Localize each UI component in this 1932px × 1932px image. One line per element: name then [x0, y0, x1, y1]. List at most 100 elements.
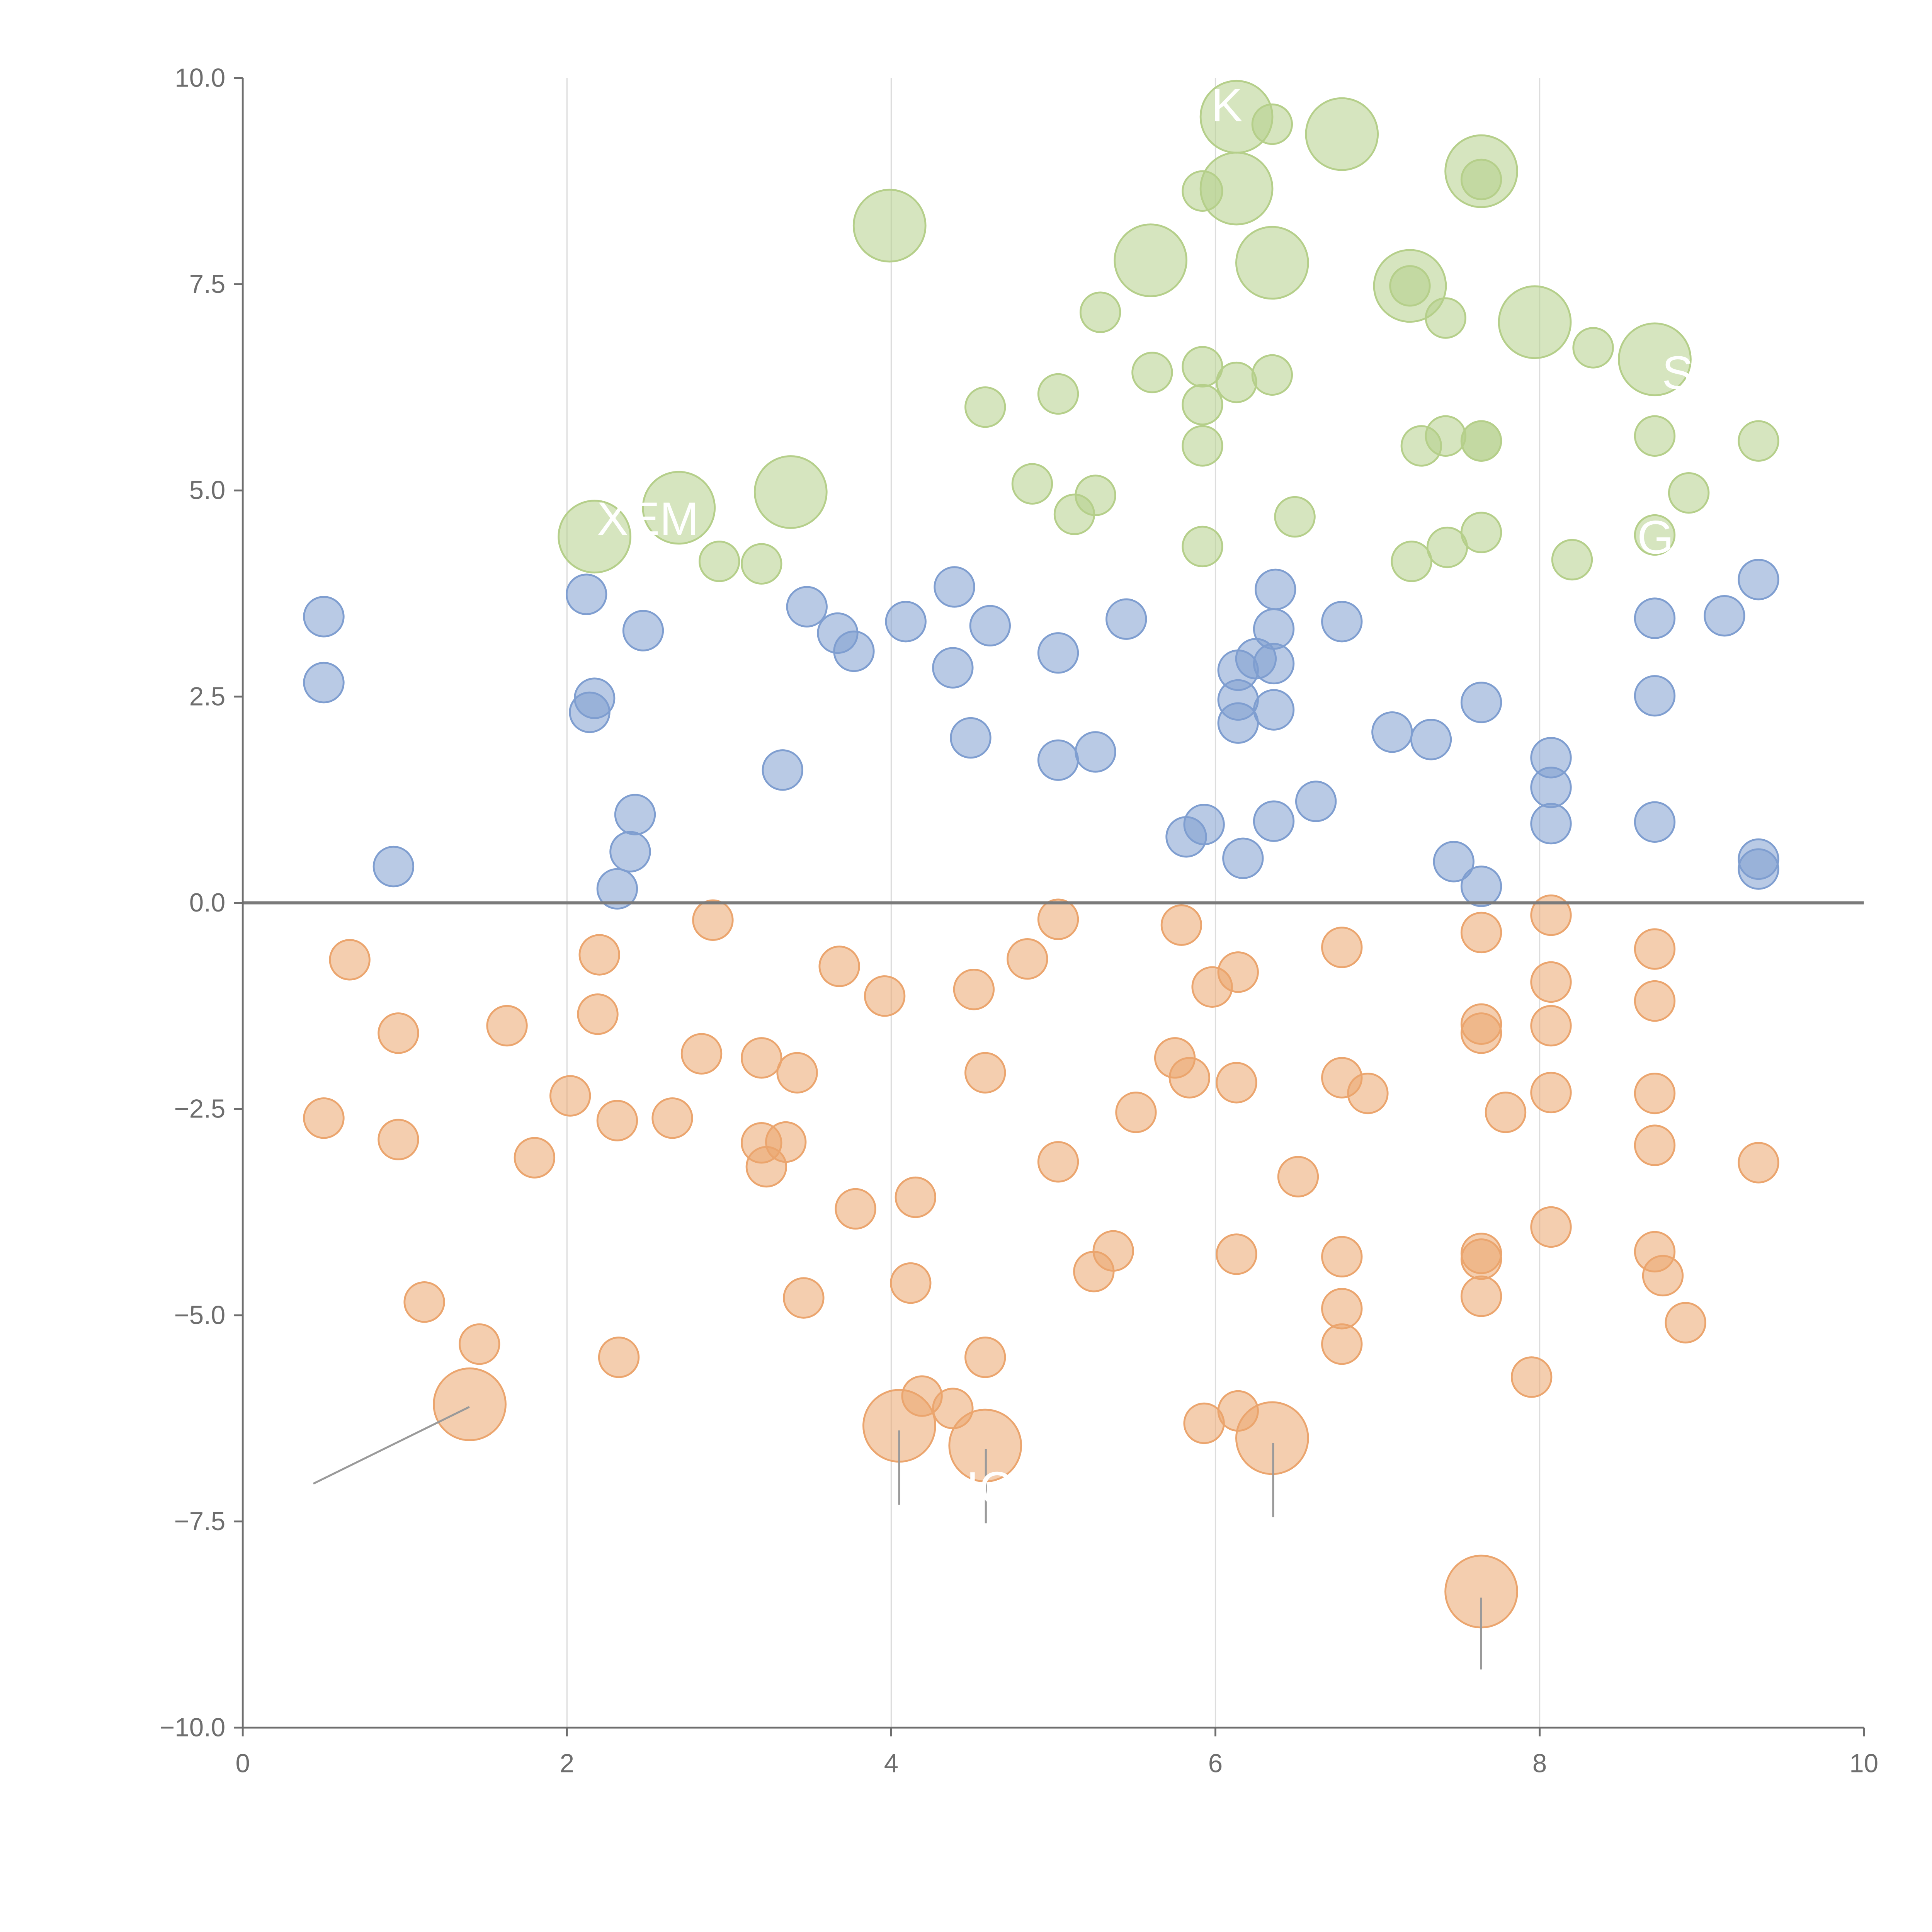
- x-tick-label: 10: [1849, 1749, 1878, 1778]
- data-point-orange: [1168, 1057, 1211, 1099]
- data-point-orange: [1217, 951, 1259, 993]
- data-point-orange: [964, 1337, 1006, 1378]
- x-tick-label: 2: [560, 1749, 574, 1778]
- data-point-green: [1572, 327, 1614, 369]
- data-point-orange: [1321, 1323, 1363, 1365]
- data-point-blue: [1183, 804, 1225, 845]
- data-point-green: [1251, 103, 1293, 145]
- data-point-orange: [1216, 1062, 1257, 1104]
- data-point-green: [1634, 415, 1676, 457]
- data-point-orange: [783, 1277, 825, 1319]
- data-point-orange: [765, 1121, 807, 1163]
- data-point-green: [1391, 541, 1432, 582]
- data-point-blue: [1530, 803, 1572, 845]
- data-point-blue: [1371, 711, 1413, 753]
- data-point-orange: [1634, 1072, 1676, 1114]
- data-point-orange: [1634, 928, 1676, 970]
- x-tick-label: 8: [1532, 1749, 1547, 1778]
- data-point-orange: [1460, 1276, 1502, 1317]
- data-point-blue: [1634, 675, 1676, 717]
- data-point-green: [1199, 151, 1274, 226]
- data-point-green: [1075, 474, 1116, 516]
- data-point-orange: [818, 946, 860, 987]
- data-point-green: [741, 543, 782, 585]
- data-point-blue: [1321, 600, 1363, 643]
- data-point-green: [1216, 361, 1257, 403]
- x-tick-label: 6: [1208, 1749, 1223, 1778]
- data-point-blue: [932, 647, 974, 689]
- data-point-blue: [622, 610, 664, 651]
- data-point-blue: [1460, 866, 1502, 907]
- data-point-orange: [1216, 1233, 1257, 1275]
- data-point-blue: [303, 662, 345, 704]
- x-tick-label: 4: [884, 1749, 898, 1778]
- data-point-green: [1235, 226, 1309, 300]
- data-point-green: [1460, 512, 1502, 553]
- data-point-orange: [890, 1262, 932, 1304]
- data-point-green: [1305, 97, 1379, 171]
- data-point-orange: [1037, 1141, 1079, 1183]
- data-point-orange: [741, 1037, 782, 1079]
- data-point-blue: [1075, 731, 1116, 773]
- data-point-orange: [1634, 980, 1676, 1022]
- data-point-orange: [1347, 1072, 1389, 1114]
- data-point-orange: [1277, 1156, 1319, 1197]
- data-point-blue: [1634, 801, 1676, 843]
- data-point-blue: [1530, 767, 1572, 808]
- data-point-orange: [864, 975, 906, 1017]
- data-point-green: [1668, 472, 1710, 514]
- data-point-orange: [1007, 938, 1048, 980]
- y-tick-label: −10.0: [160, 1713, 225, 1742]
- annotation-label: IC: [966, 1462, 1013, 1515]
- data-point-green: [1551, 539, 1593, 581]
- data-point-green: [642, 471, 716, 545]
- data-point-blue: [1295, 781, 1337, 822]
- data-point-green: [1498, 285, 1572, 359]
- data-point-orange: [651, 1097, 693, 1139]
- data-point-green: [852, 189, 927, 263]
- annotations: K XEM S G IC: [597, 79, 1694, 1515]
- data-point-blue: [1704, 595, 1745, 637]
- data-point-blue: [1253, 608, 1295, 650]
- data-point-orange: [596, 1100, 638, 1141]
- leader-lines: [313, 1406, 1482, 1670]
- data-point-green: [964, 386, 1006, 428]
- data-point-orange: [598, 1337, 640, 1378]
- data-point-orange: [680, 1033, 723, 1075]
- data-point-blue: [372, 845, 415, 888]
- annotation-label: G: [1637, 511, 1674, 564]
- data-point-green: [1618, 322, 1692, 396]
- data-point-orange: [776, 1052, 818, 1094]
- data-point-blue: [1217, 702, 1259, 744]
- data-point-orange: [1460, 1012, 1502, 1054]
- data-point-green: [1738, 420, 1779, 462]
- axes: 0 2 4 6 8 10 −10.0 −7.5 −5.0 −2.5 0.0 2.5 5.0 7.5 10.0: [160, 63, 1878, 1778]
- data-point-orange: [549, 1075, 591, 1117]
- data-point-green: [1114, 223, 1188, 298]
- data-point-green: [753, 455, 828, 529]
- data-point-orange: [329, 939, 371, 981]
- data-point-green: [1634, 514, 1676, 556]
- data-point-orange: [1092, 1230, 1134, 1272]
- data-point-blue: [1255, 568, 1296, 611]
- data-point-green: [1460, 420, 1502, 462]
- data-point-blue: [1037, 739, 1079, 781]
- data-point-green: [1079, 291, 1121, 333]
- y-tick-label: 7.5: [189, 270, 226, 299]
- data-point-orange: [1460, 1238, 1502, 1280]
- data-point-orange: [433, 1367, 507, 1441]
- y-tick-label: −7.5: [174, 1507, 225, 1536]
- data-point-blue: [1433, 841, 1475, 883]
- data-point-orange: [1530, 961, 1572, 1003]
- data-point-green: [1251, 354, 1293, 396]
- data-point-orange: [1634, 1124, 1676, 1166]
- data-point-blue: [1410, 719, 1452, 760]
- annotation-label: XEM: [597, 493, 699, 545]
- data-points: [303, 80, 1779, 1629]
- data-point-orange: [1530, 1071, 1572, 1114]
- data-point-orange: [303, 1097, 345, 1139]
- data-point-orange: [1321, 927, 1363, 968]
- data-point-green: [1131, 352, 1173, 393]
- data-point-green: [1274, 496, 1316, 538]
